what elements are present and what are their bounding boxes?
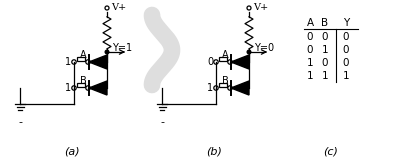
Text: A: A [306, 18, 314, 28]
Text: 0: 0 [322, 32, 328, 42]
Text: V+: V+ [111, 2, 126, 12]
Text: A: A [80, 50, 86, 60]
Text: (a): (a) [64, 147, 80, 157]
Text: (b): (b) [206, 147, 222, 157]
Text: B: B [79, 76, 87, 86]
Text: Y: Y [343, 18, 349, 28]
Circle shape [105, 50, 109, 54]
Text: 0: 0 [343, 45, 349, 55]
Text: 0: 0 [322, 58, 328, 68]
Text: 0: 0 [343, 32, 349, 42]
Text: Y=1: Y=1 [112, 43, 132, 53]
Polygon shape [89, 55, 107, 69]
Polygon shape [231, 55, 249, 69]
Text: -: - [18, 117, 22, 127]
Text: 1: 1 [322, 45, 328, 55]
Text: 1: 1 [307, 71, 314, 81]
Text: 0: 0 [307, 32, 313, 42]
Circle shape [247, 50, 251, 54]
Text: 1: 1 [65, 83, 71, 93]
Text: Y=0: Y=0 [254, 43, 274, 53]
Text: B: B [222, 76, 228, 86]
Text: 0: 0 [307, 45, 313, 55]
Text: -: - [160, 117, 164, 127]
Text: V+: V+ [253, 2, 268, 12]
Text: 0: 0 [207, 57, 213, 67]
Text: 1: 1 [65, 57, 71, 67]
Bar [77, 83, 85, 87]
Text: (c): (c) [324, 147, 339, 157]
Text: B: B [321, 18, 329, 28]
Text: 1: 1 [322, 71, 328, 81]
Bar [219, 57, 227, 61]
Text: 1: 1 [307, 58, 314, 68]
Bar [77, 57, 85, 61]
Text: A: A [222, 50, 228, 60]
Polygon shape [89, 81, 107, 95]
Bar [219, 83, 227, 87]
Text: 1: 1 [343, 71, 349, 81]
Text: 0: 0 [343, 58, 349, 68]
Text: 1: 1 [207, 83, 213, 93]
Polygon shape [231, 81, 249, 95]
